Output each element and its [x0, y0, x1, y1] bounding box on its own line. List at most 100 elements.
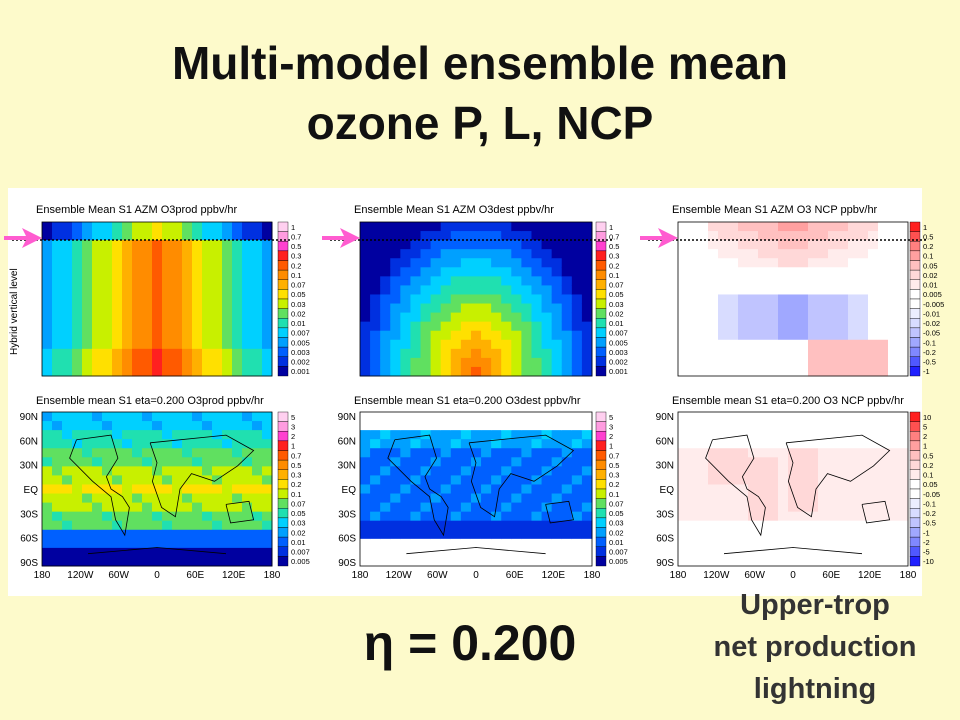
field-cell: [758, 312, 769, 323]
field-cell: [688, 357, 699, 368]
field-cell: [132, 258, 143, 268]
field-cell: [858, 502, 869, 513]
field-cell: [698, 231, 709, 241]
field-cell: [420, 475, 432, 485]
field-cell: [450, 556, 462, 567]
field-cell: [182, 484, 193, 495]
field-cell: [92, 484, 103, 495]
field-cell: [828, 348, 839, 359]
field-cell: [678, 294, 689, 305]
field-cell: [232, 321, 243, 332]
field-cell: [202, 312, 213, 323]
field-cell: [112, 303, 123, 314]
field-cell: [828, 294, 839, 305]
field-cell: [420, 520, 432, 531]
field-cell: [450, 448, 462, 458]
field-cell: [541, 529, 553, 540]
field-cell: [541, 294, 553, 305]
field-cell: [688, 529, 699, 540]
field-cell: [132, 312, 143, 323]
field-cell: [72, 529, 83, 540]
field-cell: [182, 267, 193, 277]
field-cell: [898, 240, 909, 250]
field-cell: [242, 276, 253, 286]
field-cell: [460, 484, 472, 495]
field-cell: [82, 222, 93, 232]
field-cell: [360, 339, 371, 350]
colorbar-swatch: [595, 269, 607, 280]
field-cell: [848, 249, 859, 259]
colorbar-label: 1: [923, 442, 927, 451]
field-cell: [708, 421, 719, 431]
field-cell: [541, 321, 553, 332]
field-cell: [202, 421, 213, 431]
field-cell: [390, 357, 401, 368]
field-cell: [370, 457, 381, 467]
field-cell: [62, 457, 73, 467]
field-cell: [262, 249, 273, 259]
field-cell: [390, 520, 401, 531]
field-cell: [888, 520, 899, 531]
colorbar-label: 0.7: [609, 451, 619, 460]
field-cell: [222, 231, 233, 241]
field-cell: [192, 448, 203, 458]
field-cell: [212, 556, 223, 567]
field-cell: [102, 366, 113, 377]
colorbar-label: 0.02: [291, 309, 306, 318]
field-cell: [718, 502, 729, 513]
colorbar-label: 0.01: [609, 538, 624, 547]
field-cell: [818, 285, 829, 295]
field-cell: [878, 484, 889, 495]
lat-label: EQ: [342, 485, 357, 496]
field-cell: [470, 258, 482, 268]
field-cell: [678, 430, 689, 440]
field-cell: [390, 348, 401, 359]
field-cell: [450, 339, 462, 350]
field-cell: [162, 502, 173, 513]
field-cell: [788, 421, 799, 431]
field-cell: [758, 529, 769, 540]
field-cell: [718, 538, 729, 549]
field-cell: [232, 366, 243, 377]
field-cell: [62, 222, 73, 232]
field-cell: [778, 312, 789, 323]
field-cell: [678, 556, 689, 567]
field-cell: [838, 502, 849, 513]
plot-frame: [677, 221, 909, 377]
field-cell: [82, 249, 93, 259]
field-cell: [440, 439, 452, 449]
colorbar-swatch: [909, 356, 921, 367]
field-cell: [112, 430, 123, 440]
field-cell: [222, 222, 233, 232]
field-cell: [858, 421, 869, 431]
field-cell: [122, 258, 133, 268]
field-cell: [748, 529, 759, 540]
field-cell: [758, 321, 769, 332]
field-cell: [678, 439, 689, 449]
field-cell: [818, 312, 829, 323]
colorbar-label: 1: [923, 223, 927, 232]
field-cell: [698, 348, 709, 359]
field-cell: [491, 285, 502, 295]
field-cell: [551, 529, 563, 540]
field-cell: [360, 475, 371, 485]
field-cell: [858, 457, 869, 467]
field-cell: [708, 357, 719, 368]
field-cell: [82, 285, 93, 295]
colorbar-swatch: [277, 221, 289, 232]
field-cell: [798, 249, 809, 259]
field-cell: [92, 321, 103, 332]
field-cell: [748, 547, 759, 558]
field-cell: [420, 312, 432, 323]
field-cell: [252, 457, 263, 467]
coastlines: [387, 434, 575, 555]
field-cell: [52, 511, 63, 522]
field-cell: [878, 312, 889, 323]
field-cell: [828, 493, 839, 504]
field-cell: [561, 493, 573, 504]
field-cell: [818, 412, 829, 422]
colorbar-label: 0.03: [609, 300, 624, 309]
field-cell: [511, 511, 522, 522]
field-cell: [450, 439, 462, 449]
field-cell: [748, 538, 759, 549]
